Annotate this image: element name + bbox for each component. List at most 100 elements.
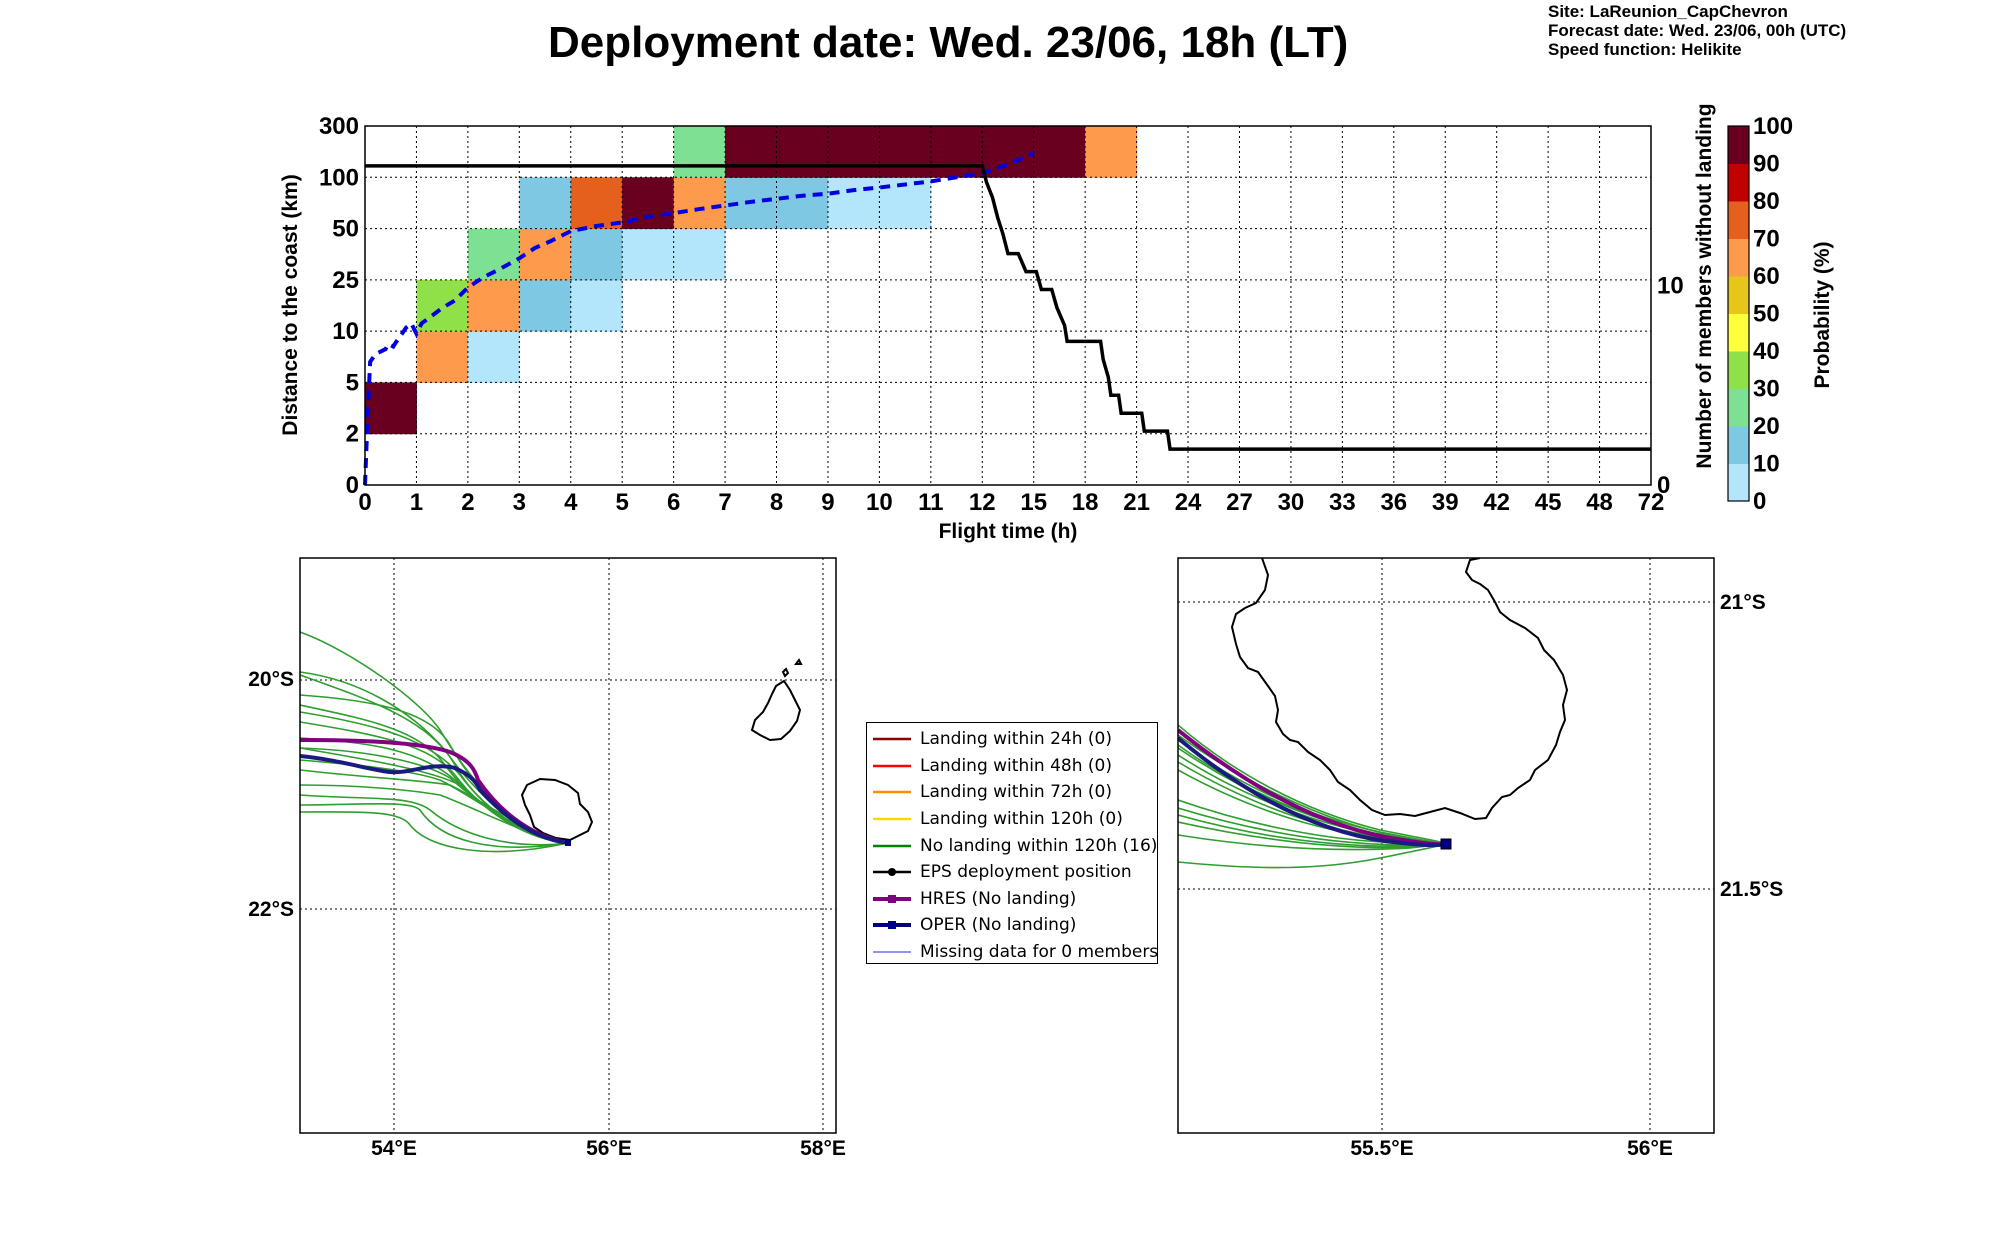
member-trajectory — [1178, 799, 1447, 845]
x-tick-label: 36 — [1380, 489, 1407, 516]
y-tick-label: 100 — [319, 164, 359, 191]
colorbar-segment — [1728, 351, 1749, 389]
member-trajectory — [300, 769, 569, 844]
member-trajectory — [1178, 754, 1447, 845]
x-tick-label: 4 — [564, 489, 578, 516]
islet-2 — [794, 658, 803, 665]
lon-label: 55.5°E — [1350, 1137, 1413, 1160]
left-map-grid — [300, 558, 836, 1133]
y2-tick-labels: 0 10 — [1657, 273, 1684, 499]
x-tick-label: 72 — [1638, 489, 1665, 516]
legend-label: Landing within 120h (0) — [920, 809, 1123, 830]
member-trajectory — [300, 694, 569, 844]
x-axis-label: Flight time (h) — [939, 520, 1078, 543]
y-tick-label: 10 — [332, 318, 359, 345]
heatmap-cell — [879, 126, 932, 178]
heatmap-cells — [365, 126, 1138, 435]
legend-label: Missing data for 0 members — [920, 942, 1159, 963]
left-map-lat-labels: 20°S 22°S — [248, 668, 294, 921]
reunion-coast-detail — [1230, 558, 1569, 821]
x-tick-label: 1 — [410, 489, 423, 516]
lat-label: 21°S — [1720, 591, 1766, 614]
speed-function-line: Speed function: Helikite — [1548, 40, 1742, 59]
reunion-coast — [520, 777, 594, 842]
heatmap-cell — [467, 279, 520, 332]
heatmap-cell — [673, 228, 726, 281]
heatmap-cell — [570, 177, 623, 230]
site-line: Site: LaReunion_CapChevron — [1548, 2, 1788, 21]
heatmap-cell — [519, 177, 572, 230]
x-tick-label: 2 — [461, 489, 474, 516]
right-map-trajectories — [1178, 724, 1447, 869]
chart-lines — [363, 151, 1651, 486]
member-trajectory — [300, 674, 569, 844]
heatmap-cell — [365, 382, 417, 435]
legend-label: Landing within 48h (0) — [920, 755, 1113, 776]
x-tick-label: 12 — [969, 489, 996, 516]
lon-label: 56°E — [586, 1137, 632, 1160]
member-trajectory — [1178, 761, 1447, 845]
x-tick-label: 5 — [616, 489, 629, 516]
legend-entry: Landing within 72h (0) — [873, 779, 1151, 806]
member-trajectory — [300, 747, 569, 844]
left-map-coastlines — [520, 658, 803, 842]
heatmap-cell — [416, 331, 469, 383]
x-tick-label: 18 — [1072, 489, 1099, 516]
right-map-lat-labels: 21°S 21.5°S — [1720, 591, 1783, 901]
member-trajectory — [1178, 807, 1447, 846]
heatmap-cell — [673, 177, 726, 230]
member-trajectory — [300, 747, 569, 844]
x-tick-label: 6 — [667, 489, 680, 516]
member-trajectory — [300, 671, 569, 844]
oper-trajectory — [300, 754, 569, 845]
colorbar-segment — [1728, 463, 1749, 502]
member-trajectory — [300, 802, 569, 848]
colorbar-tick-label: 30 — [1753, 376, 1780, 403]
legend-label: Landing within 72h (0) — [920, 782, 1113, 803]
legend-entry: Landing within 120h (0) — [873, 806, 1151, 833]
y-tick-label: 25 — [332, 267, 359, 294]
trajectory-legend: Landing within 24h (0) Landing within 48h… — [866, 722, 1158, 964]
colorbar-tick-label: 80 — [1753, 188, 1780, 215]
member-trajectory — [300, 711, 569, 844]
lon-label: 58°E — [800, 1137, 846, 1160]
probability-chart: 0 1 2 3 4 5 6 7 8 9 10 11 12 15 18 21 24 27 30 33 36 39 42 45 48… — [279, 103, 1834, 543]
left-map-endpoint — [565, 840, 571, 846]
oper-trajectory-detail — [1178, 736, 1447, 848]
right-map-grid — [1178, 558, 1714, 1133]
x-tick-label: 33 — [1329, 489, 1356, 516]
heatmap-cell — [622, 228, 675, 281]
x-tick-labels: 0 1 2 3 4 5 6 7 8 9 10 11 12 15 18 21 24 27 30 33 36 39 42 45 48… — [358, 489, 1664, 516]
colorbar-tick-label: 40 — [1753, 338, 1780, 365]
x-tick-label: 3 — [513, 489, 526, 516]
legend-items: Landing within 24h (0) Landing within 48h… — [873, 726, 1158, 965]
y-tick-label: 0 — [346, 472, 359, 499]
legend-entry: Landing within 48h (0) — [873, 753, 1151, 780]
member-trajectory — [300, 811, 569, 853]
legend-label: EPS deployment position — [920, 862, 1132, 883]
member-trajectory — [1178, 747, 1447, 845]
member-trajectory — [300, 737, 569, 844]
legend-entry: HRES (No landing) — [873, 886, 1151, 913]
colorbar — [1727, 125, 1750, 502]
y2-axis-label: Number of members without landing — [1693, 103, 1716, 468]
lon-label: 56°E — [1627, 1137, 1673, 1160]
colorbar-title: Probability (%) — [1811, 241, 1834, 388]
left-map-frame — [299, 557, 837, 1134]
colorbar-segment — [1728, 126, 1749, 164]
lon-label: 54°E — [371, 1137, 417, 1160]
member-trajectory — [1178, 739, 1447, 845]
plot-frame — [364, 125, 1652, 486]
x-tick-label: 9 — [821, 489, 834, 516]
heatmap-cell — [827, 177, 880, 230]
lat-label: 22°S — [248, 898, 294, 921]
right-map-frame — [1177, 557, 1715, 1134]
x-tick-label: 21 — [1123, 489, 1150, 516]
legend-swatch — [873, 894, 911, 903]
member-trajectory — [300, 631, 569, 844]
member-trajectory — [300, 721, 569, 844]
x-tick-label: 11 — [918, 489, 943, 516]
x-tick-label: 45 — [1535, 489, 1562, 516]
y-tick-label: 2 — [346, 421, 359, 448]
legend-entry: No landing within 120h (16) — [873, 832, 1157, 859]
